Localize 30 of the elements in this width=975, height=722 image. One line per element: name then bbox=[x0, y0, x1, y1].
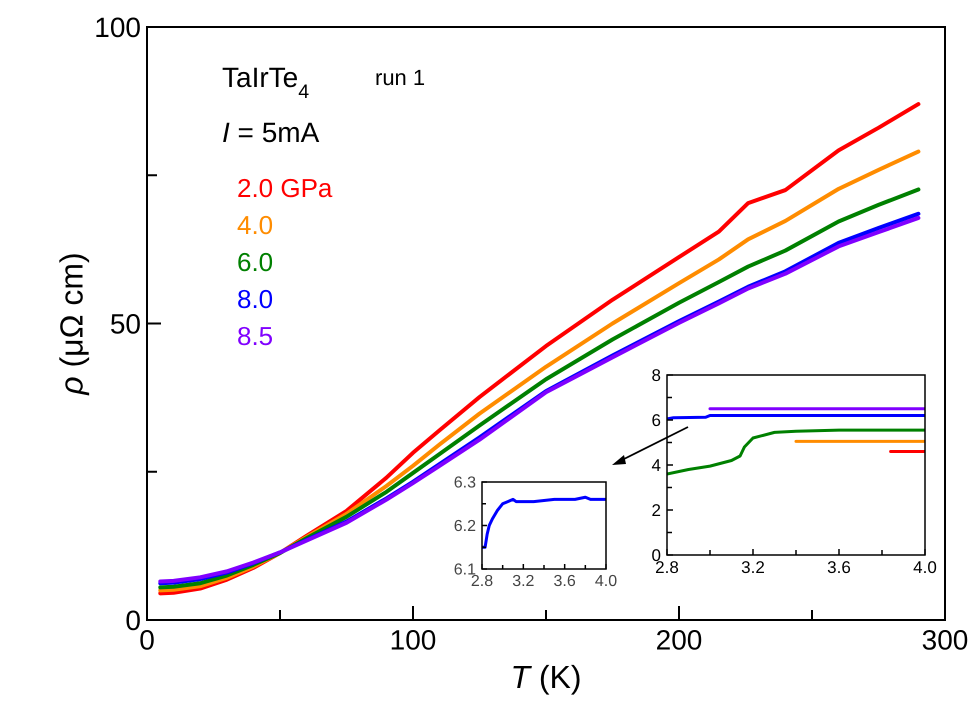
text: 8.5 bbox=[237, 321, 274, 351]
y-tick-label: 2 bbox=[652, 500, 661, 520]
line-series bbox=[667, 428, 925, 476]
y-tick-label: 4 bbox=[652, 456, 661, 475]
y-tick-label: 8 bbox=[652, 366, 661, 385]
y-tick-label: 6.3 bbox=[454, 474, 476, 492]
annotation: I = 5mA bbox=[222, 117, 320, 148]
y-tick-label: 6 bbox=[652, 410, 661, 430]
y-axis-title: ρ (μΩ cm) bbox=[54, 252, 90, 396]
y-tick-label: 6.2 bbox=[454, 518, 476, 536]
text: 2.0 GPa bbox=[237, 173, 333, 203]
x-tick-label: 300 bbox=[922, 624, 968, 656]
x-tick-label: 200 bbox=[656, 624, 702, 656]
annotation: TaIrTe$_{4}$ bbox=[222, 62, 310, 103]
text: 6.0 bbox=[237, 247, 274, 277]
text: 4.0 bbox=[237, 210, 274, 240]
x-tick-label: 3.2 bbox=[512, 572, 535, 590]
x-tick-label: 3.2 bbox=[741, 558, 765, 577]
y-tick-label: 0 bbox=[125, 604, 141, 636]
y-tick-label: 50 bbox=[110, 308, 141, 340]
x-tick-label: 3.6 bbox=[554, 572, 576, 590]
text: 8.0 bbox=[237, 284, 274, 314]
x-tick-label: 4.0 bbox=[594, 572, 618, 590]
x-tick-label: 3.6 bbox=[827, 558, 851, 577]
x-tick-label: 4.0 bbox=[913, 558, 937, 577]
x-tick-label: 100 bbox=[390, 624, 436, 656]
y-tick-label: 100 bbox=[94, 12, 141, 43]
annotation: run 1 bbox=[375, 65, 426, 90]
x-axis-title: T (K) bbox=[510, 659, 582, 695]
line-series bbox=[482, 496, 606, 549]
